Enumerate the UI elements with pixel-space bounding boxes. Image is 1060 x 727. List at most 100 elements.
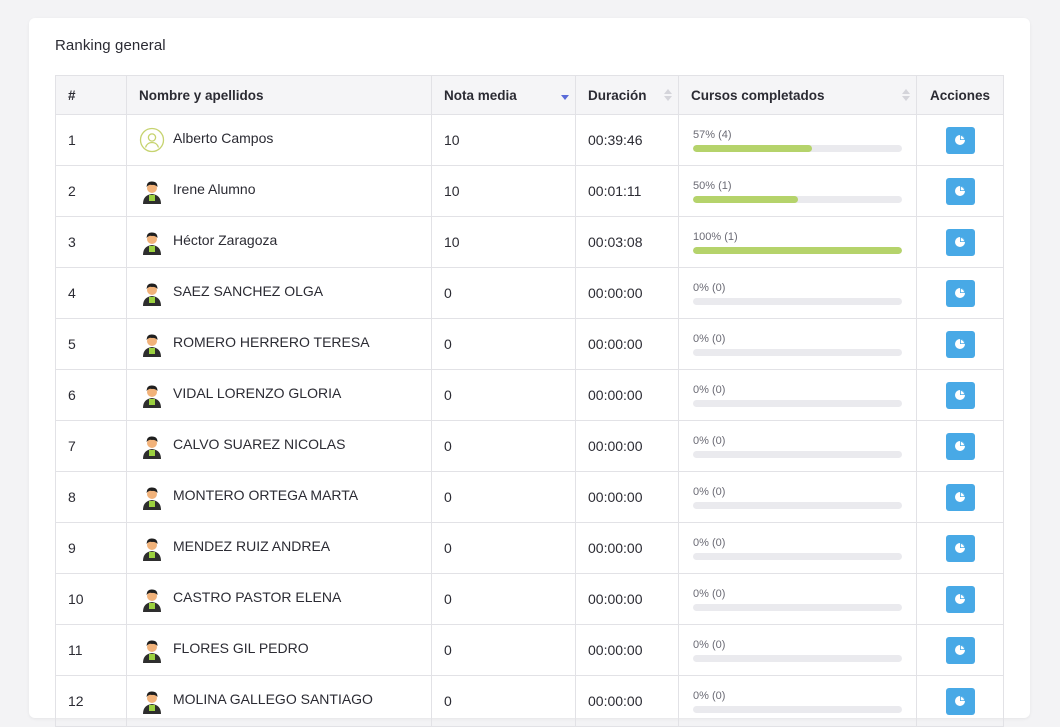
student-avatar-icon: [139, 484, 165, 510]
student-avatar-icon: [139, 178, 165, 204]
col-header-completed[interactable]: Cursos completados: [678, 75, 917, 115]
view-stats-button[interactable]: [945, 534, 975, 562]
user-outline-icon: [139, 127, 165, 153]
actions-cell: [916, 318, 1004, 370]
rank-cell: 11: [55, 624, 127, 676]
student-avatar-icon: [139, 280, 165, 306]
progress-bar: [693, 552, 902, 560]
name-cell: MENDEZ RUIZ ANDREA: [126, 522, 432, 574]
average-cell: 10: [431, 114, 576, 166]
rank-cell: 4: [55, 267, 127, 319]
name-cell: CASTRO PASTOR ELENA: [126, 573, 432, 625]
progress-label: 0% (0): [693, 689, 726, 702]
average-cell: 10: [431, 165, 576, 217]
average-cell: 0: [431, 318, 576, 370]
duration-cell: 00:00:00: [575, 267, 679, 319]
view-stats-button[interactable]: [945, 126, 975, 154]
progress-bar: [693, 246, 902, 254]
student-avatar-icon: [139, 637, 165, 663]
view-stats-button[interactable]: [945, 636, 975, 664]
table-header-row: # Nombre y apellidos Nota media Duración…: [55, 75, 1004, 115]
actions-cell: [916, 573, 1004, 625]
actions-cell: [916, 471, 1004, 523]
progress-bar: [693, 501, 902, 509]
progress-bar: [693, 705, 902, 713]
name-cell: CALVO SUAREZ NICOLAS: [126, 420, 432, 472]
average-cell: 0: [431, 573, 576, 625]
progress-bar: [693, 450, 902, 458]
table-row: 4 SAEZ SANCHEZ OLGA 0 00:00:00 0% (0): [55, 267, 1004, 319]
progress-label: 0% (0): [693, 536, 726, 549]
progress-fill: [693, 246, 902, 254]
ranking-table: # Nombre y apellidos Nota media Duración…: [55, 75, 1004, 727]
duration-cell: 00:00:00: [575, 318, 679, 370]
rank-cell: 12: [55, 675, 127, 727]
name-cell: VIDAL LORENZO GLORIA: [126, 369, 432, 421]
table-row: 5 ROMERO HERRERO TERESA 0 00:00:00 0% (0…: [55, 318, 1004, 370]
user-name: SAEZ SANCHEZ OLGA: [173, 283, 324, 299]
view-stats-button[interactable]: [945, 228, 975, 256]
view-stats-button[interactable]: [945, 279, 975, 307]
sort-icon[interactable]: [902, 89, 910, 101]
average-cell: 0: [431, 471, 576, 523]
view-stats-button[interactable]: [945, 687, 975, 715]
ranking-card: Ranking general # Nombre y apellidos Not…: [29, 18, 1030, 727]
view-stats-button[interactable]: [945, 585, 975, 613]
user-name: MONTERO ORTEGA MARTA: [173, 487, 359, 503]
rank-cell: 3: [55, 216, 127, 268]
student-avatar-icon: [139, 433, 165, 459]
progress-bar: [693, 603, 902, 611]
sort-desc-icon[interactable]: [561, 89, 569, 101]
table-row: 6 VIDAL LORENZO GLORIA 0 00:00:00 0% (0): [55, 369, 1004, 421]
sort-icon[interactable]: [664, 89, 672, 101]
student-avatar-icon: [139, 331, 165, 357]
progress-label: 50% (1): [693, 179, 732, 192]
name-cell: MONTERO ORTEGA MARTA: [126, 471, 432, 523]
progress-cell: 50% (1): [678, 165, 917, 217]
duration-cell: 00:00:00: [575, 624, 679, 676]
name-cell: Alberto Campos: [126, 114, 432, 166]
user-name: Héctor Zaragoza: [173, 232, 278, 248]
progress-cell: 0% (0): [678, 573, 917, 625]
table-row: 7 CALVO SUAREZ NICOLAS 0 00:00:00 0% (0): [55, 420, 1004, 472]
table-row: 2 Irene Alumno 10 00:01:11 50% (1): [55, 165, 1004, 217]
rank-cell: 7: [55, 420, 127, 472]
user-name: CASTRO PASTOR ELENA: [173, 589, 342, 605]
view-stats-button[interactable]: [945, 330, 975, 358]
progress-cell: 0% (0): [678, 624, 917, 676]
duration-cell: 00:03:08: [575, 216, 679, 268]
col-header-rank: #: [55, 75, 127, 115]
user-name: VIDAL LORENZO GLORIA: [173, 385, 342, 401]
duration-cell: 00:00:00: [575, 369, 679, 421]
section-title: Ranking general: [55, 37, 166, 54]
col-header-average[interactable]: Nota media: [431, 75, 576, 115]
name-cell: SAEZ SANCHEZ OLGA: [126, 267, 432, 319]
name-cell: Irene Alumno: [126, 165, 432, 217]
view-stats-button[interactable]: [945, 177, 975, 205]
duration-cell: 00:00:00: [575, 675, 679, 727]
average-cell: 0: [431, 624, 576, 676]
view-stats-button[interactable]: [945, 432, 975, 460]
progress-label: 0% (0): [693, 332, 726, 345]
actions-cell: [916, 522, 1004, 574]
pie-chart-icon: [955, 543, 965, 553]
rank-cell: 5: [55, 318, 127, 370]
pie-chart-icon: [955, 237, 965, 247]
col-header-duration[interactable]: Duración: [575, 75, 679, 115]
average-cell: 0: [431, 267, 576, 319]
rank-cell: 8: [55, 471, 127, 523]
progress-fill: [693, 195, 798, 203]
view-stats-button[interactable]: [945, 381, 975, 409]
view-stats-button[interactable]: [945, 483, 975, 511]
user-name: CALVO SUAREZ NICOLAS: [173, 436, 346, 452]
user-name: FLORES GIL PEDRO: [173, 640, 309, 656]
actions-cell: [916, 267, 1004, 319]
table-row: 10 CASTRO PASTOR ELENA 0 00:00:00 0% (0): [55, 573, 1004, 625]
student-avatar-icon: [139, 688, 165, 714]
user-name: MENDEZ RUIZ ANDREA: [173, 538, 331, 554]
average-cell: 0: [431, 675, 576, 727]
duration-cell: 00:00:00: [575, 573, 679, 625]
duration-cell: 00:00:00: [575, 471, 679, 523]
table-row: 8 MONTERO ORTEGA MARTA 0 00:00:00 0% (0): [55, 471, 1004, 523]
progress-cell: 0% (0): [678, 522, 917, 574]
